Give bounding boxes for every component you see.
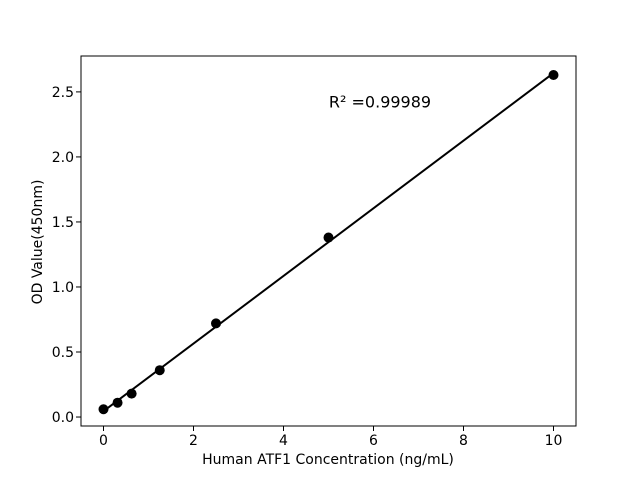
y-tick-label: 0.5 — [52, 345, 74, 361]
x-axis-label: Human ATF1 Concentration (ng/mL) — [202, 452, 454, 468]
x-tick-label: 0 — [99, 433, 108, 449]
plot-frame — [80, 55, 577, 427]
data-point — [98, 404, 109, 415]
x-tick-label: 2 — [189, 433, 198, 449]
r-squared-annotation: R² =0.99989 — [328, 92, 432, 112]
data-point — [548, 69, 559, 80]
y-tick-label: 1.0 — [52, 280, 74, 296]
x-tick-label: 6 — [369, 433, 378, 449]
x-tick-label: 4 — [279, 433, 288, 449]
data-point — [112, 397, 123, 408]
x-tick-label: 10 — [545, 433, 563, 449]
x-tick-label: 8 — [459, 433, 468, 449]
y-axis-label: OD Value(450nm) — [30, 179, 46, 305]
y-tick-label: 1.5 — [52, 215, 74, 231]
y-tick-label: 2.0 — [52, 150, 74, 166]
y-tick-label: 2.5 — [52, 85, 74, 101]
data-point — [211, 318, 221, 329]
y-tick-label: 0.0 — [52, 410, 74, 426]
data-point — [126, 388, 137, 399]
data-point — [154, 365, 165, 376]
data-point — [323, 232, 334, 243]
